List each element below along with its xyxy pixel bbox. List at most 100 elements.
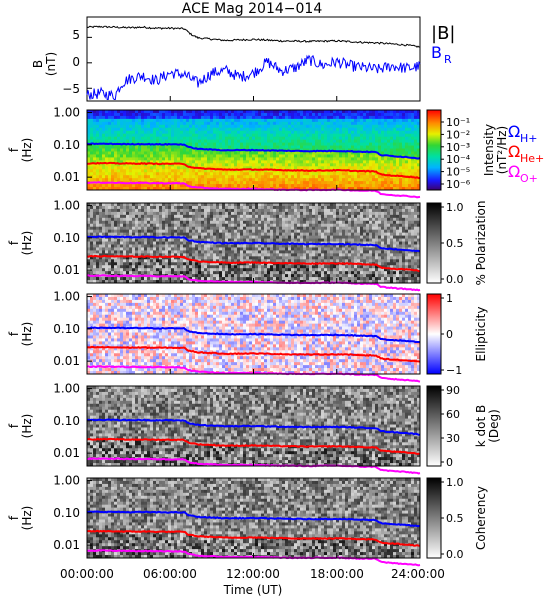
spectrogram-cell xyxy=(162,178,166,182)
spectrogram-cell xyxy=(237,154,241,158)
spectrogram-cell xyxy=(381,181,385,185)
y-tick-label: 0.10 xyxy=(53,138,80,152)
spectrogram-cell xyxy=(117,250,121,254)
spectrogram-cell xyxy=(312,184,316,188)
spectrogram-cell xyxy=(294,271,298,275)
spectrogram-cell xyxy=(336,136,340,141)
spectrogram-cell xyxy=(132,262,136,266)
spectrogram-cell xyxy=(96,154,100,158)
spectrogram-cell xyxy=(135,118,139,123)
spectrogram-cell xyxy=(195,232,199,236)
spectrogram-cell xyxy=(204,220,208,225)
spectrogram-cell xyxy=(270,256,274,260)
spectrogram-cell xyxy=(324,145,328,149)
spectrogram-cell xyxy=(153,247,157,251)
spectrogram-cell xyxy=(222,145,226,149)
spectrogram-cell xyxy=(87,184,91,188)
spectrogram-cell xyxy=(114,118,118,123)
spectrogram-cell xyxy=(288,124,292,129)
spectrogram-cell xyxy=(123,203,127,207)
spectrogram-cell xyxy=(411,115,415,120)
spectrogram-cell xyxy=(171,217,175,222)
spectrogram-cell xyxy=(252,136,256,141)
spectrogram-cell xyxy=(186,187,190,191)
spectrogram-cell xyxy=(405,121,409,126)
spectrogram-cell xyxy=(90,160,94,164)
spectrogram-cell xyxy=(267,232,271,236)
spectrogram-cell xyxy=(414,133,418,138)
spectrogram-cell xyxy=(168,271,172,275)
spectrogram-cell xyxy=(252,250,256,254)
spectrogram-cell xyxy=(222,133,226,138)
spectrogram-cell xyxy=(120,208,124,213)
spectrogram-cell xyxy=(306,181,310,185)
spectrogram-cell xyxy=(297,238,301,242)
spectrogram-cell xyxy=(225,145,229,149)
spectrogram-cell xyxy=(321,139,325,143)
spectrogram-cell xyxy=(120,229,124,234)
spectrogram-cell xyxy=(291,232,295,236)
spectrogram-cell xyxy=(297,157,301,161)
spectrogram-cell xyxy=(171,178,175,182)
spectrogram-cell xyxy=(153,110,157,114)
spectrogram-cell xyxy=(105,184,109,188)
spectrogram-cell xyxy=(378,166,382,170)
spectrogram-cell xyxy=(111,112,115,117)
spectrogram-cell xyxy=(87,256,91,260)
spectrogram-cell xyxy=(312,145,316,149)
spectrogram-cell xyxy=(99,163,103,167)
spectrogram-cell xyxy=(201,226,205,231)
spectrogram-cell xyxy=(234,184,238,188)
spectrogram-cell xyxy=(228,160,232,164)
spectrogram-cell xyxy=(240,118,244,123)
spectrogram-cell xyxy=(225,124,229,129)
spectrogram-cell xyxy=(150,160,154,164)
spectrogram-cell xyxy=(300,139,304,143)
spectrogram-cell xyxy=(294,124,298,129)
spectrogram-cell xyxy=(417,145,421,149)
spectrogram-cell xyxy=(156,157,160,161)
spectrogram-cell xyxy=(270,274,274,278)
spectrogram-cell xyxy=(156,247,160,251)
spectrogram-cell xyxy=(144,208,148,213)
spectrogram-cell xyxy=(114,277,118,281)
spectrogram-cell xyxy=(90,178,94,182)
spectrogram-cell xyxy=(324,187,328,191)
spectrogram-cell xyxy=(231,256,235,260)
spectrogram-cell xyxy=(150,238,154,242)
spectrogram-cell xyxy=(267,133,271,138)
spectrogram-cell xyxy=(255,203,259,207)
spectrogram-cell xyxy=(285,274,289,278)
spectrogram-cell xyxy=(144,124,148,129)
spectrogram-cell xyxy=(312,151,316,155)
spectrogram-cell xyxy=(354,110,358,114)
spectrogram-cell xyxy=(267,127,271,132)
spectrogram-cell xyxy=(339,110,343,114)
spectrogram-cell xyxy=(201,211,205,216)
spectrogram-cell xyxy=(219,157,223,161)
spectrogram-cell xyxy=(186,250,190,254)
spectrogram-cell xyxy=(183,229,187,234)
spectrogram-cell xyxy=(93,124,97,129)
spectrogram-cell xyxy=(168,127,172,132)
spectrogram-cell xyxy=(225,208,229,213)
spectrogram-cell xyxy=(120,241,124,245)
spectrogram-cell xyxy=(378,169,382,173)
spectrogram-cell xyxy=(138,160,142,164)
spectrogram-cell xyxy=(276,151,280,155)
spectrogram-cell xyxy=(174,133,178,138)
spectrogram-cell xyxy=(117,259,121,263)
spectrogram-cell xyxy=(168,172,172,176)
spectrogram-cell xyxy=(339,184,343,188)
spectrogram-cell xyxy=(120,145,124,149)
spectrogram-cell xyxy=(243,166,247,170)
spectrogram-cell xyxy=(261,130,265,135)
spectrogram-cell xyxy=(129,259,133,263)
spectrogram-cell xyxy=(216,178,220,182)
spectrogram-cell xyxy=(201,145,205,149)
spectrogram-cell xyxy=(345,187,349,191)
spectrogram-cell xyxy=(207,178,211,182)
spectrogram-cell xyxy=(240,229,244,234)
spectrogram-cell xyxy=(135,154,139,158)
spectrogram-cell xyxy=(111,253,115,257)
